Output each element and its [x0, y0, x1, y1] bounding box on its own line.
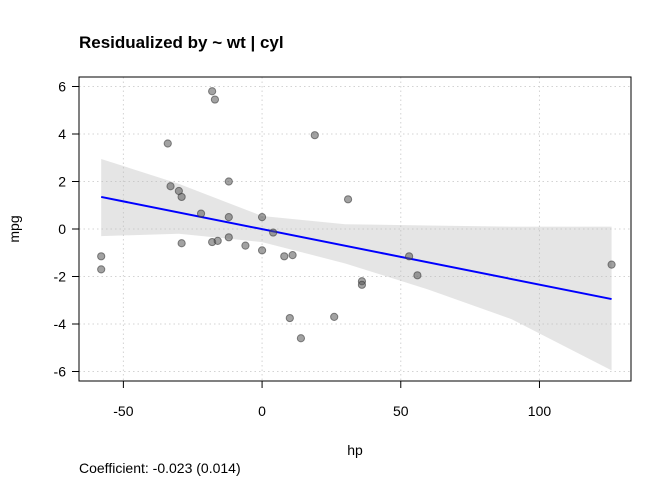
scatter-point — [97, 265, 106, 274]
fit-line-layer — [100, 195, 612, 301]
y-axis-label: mpg — [6, 215, 22, 242]
x-axis-label: hp — [347, 442, 363, 458]
x-tick-label: 100 — [528, 403, 552, 419]
confidence-band-layer — [101, 158, 612, 371]
y-tick-label: 6 — [58, 79, 66, 95]
x-tick-label: -50 — [113, 403, 133, 419]
scatter-point — [404, 252, 414, 261]
scatter-point — [163, 139, 172, 148]
scatter-point — [413, 271, 422, 280]
confidence-band — [101, 158, 612, 371]
grid — [79, 77, 631, 381]
coefficient-caption: Coefficient: -0.023 (0.014) — [79, 460, 241, 476]
scatter-point — [343, 195, 353, 204]
scatter-point — [177, 192, 186, 202]
regression-line — [100, 195, 612, 301]
scatter-point — [177, 239, 186, 248]
scatter-point — [97, 252, 106, 261]
scatter-point — [213, 236, 222, 245]
scatter-point — [269, 228, 278, 237]
scatter-point — [280, 252, 289, 261]
scatter-point — [296, 334, 306, 343]
scatter-point — [607, 260, 616, 269]
scatter-point — [285, 313, 294, 323]
y-tick-label: -6 — [54, 364, 67, 380]
y-tick-label: 2 — [58, 174, 66, 190]
scatter-point — [166, 182, 175, 191]
scatter-point — [288, 251, 297, 260]
scatter-point — [196, 209, 206, 218]
scatter-point — [224, 233, 233, 242]
x-tick-label: 50 — [393, 403, 409, 419]
x-axis: -50 0 50 100 — [113, 381, 551, 419]
x-tick-label: 0 — [258, 403, 266, 419]
scatter-point — [357, 280, 367, 289]
y-tick-label: 4 — [58, 126, 66, 142]
scatter-point — [330, 312, 339, 321]
scatter-point — [241, 241, 250, 250]
chart-title: Residualized by ~ wt | cyl — [79, 33, 284, 52]
y-tick-label: -2 — [54, 269, 67, 285]
y-axis: -6 -4 -2 0 2 4 6 — [54, 79, 79, 380]
y-tick-label: -4 — [54, 316, 67, 332]
scatter-point — [310, 131, 319, 140]
scatter-point — [257, 213, 267, 222]
scatter-point — [257, 246, 267, 255]
scatter-point — [208, 87, 217, 96]
scatter-point — [224, 213, 233, 222]
scatter-point — [210, 95, 220, 104]
points-layer — [97, 87, 616, 343]
scatter-point — [224, 177, 233, 186]
y-tick-label: 0 — [58, 221, 66, 237]
